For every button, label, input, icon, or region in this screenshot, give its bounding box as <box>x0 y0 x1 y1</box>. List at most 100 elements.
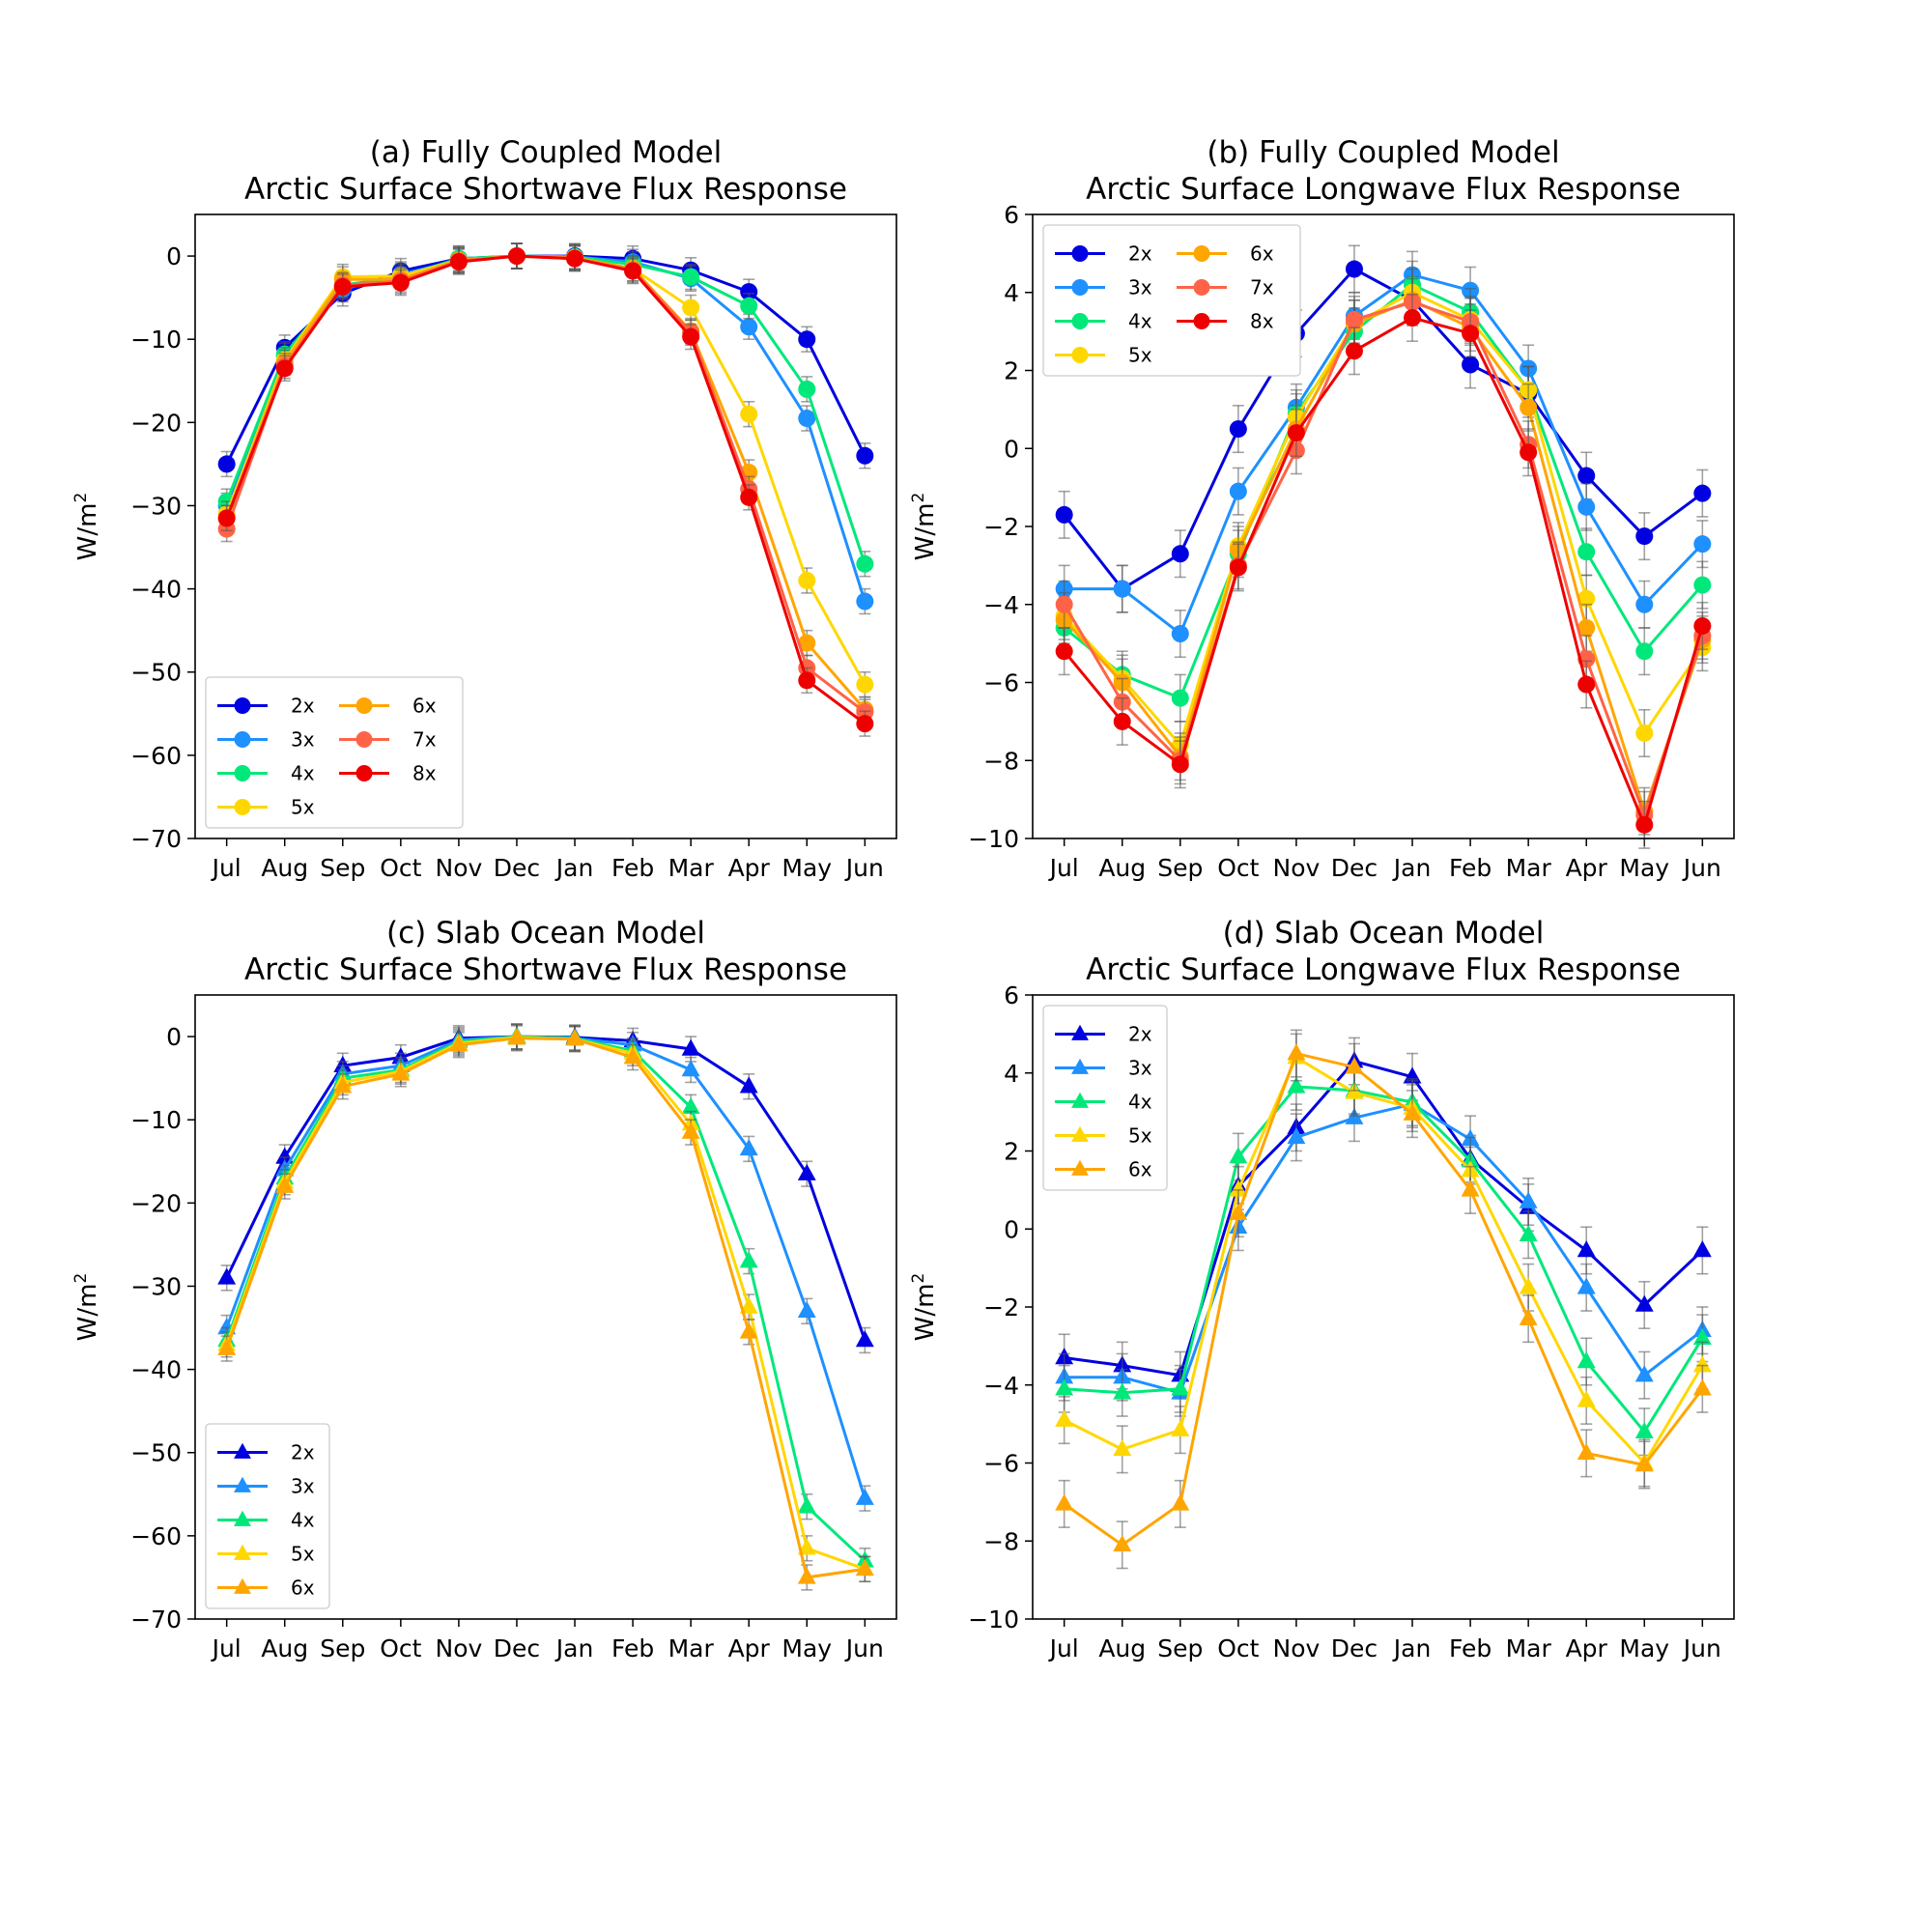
data-point-4x <box>1693 576 1712 594</box>
data-point-2x <box>739 1076 758 1094</box>
series-line-5x <box>1063 291 1704 749</box>
data-point-6x <box>565 1029 584 1046</box>
data-point-4x <box>797 1496 816 1514</box>
data-point-2x <box>217 1267 237 1285</box>
data-point-5x <box>1229 1179 1248 1197</box>
series-line-7x <box>225 254 867 714</box>
data-point-2x <box>1635 527 1654 546</box>
legend-marker-7x <box>355 731 373 748</box>
series-6x <box>217 242 874 724</box>
data-point-2x <box>855 1330 874 1348</box>
data-point-8x <box>1577 675 1596 694</box>
data-point-8x <box>333 277 352 296</box>
legend-marker-6x <box>355 697 373 714</box>
series-line-8x <box>1063 316 1704 830</box>
data-point-8x <box>798 671 816 690</box>
data-point-5x <box>798 571 816 589</box>
legend-label-5x: 5x <box>291 1543 315 1566</box>
series-2x <box>217 1023 874 1354</box>
chart-title-line: Arctic Surface Longwave Flux Response <box>1086 172 1681 207</box>
data-point-2x <box>740 283 758 301</box>
data-point-3x <box>1634 1365 1654 1382</box>
data-point-2x <box>1577 1240 1596 1258</box>
data-point-5x <box>1577 1390 1596 1407</box>
data-point-8x <box>1693 616 1712 635</box>
x-tick-label: Jan <box>1392 854 1432 882</box>
series-line-6x <box>225 1037 866 1579</box>
legend-label-7x: 7x <box>1250 276 1274 299</box>
x-tick-label: Nov <box>436 1634 483 1662</box>
series-4x <box>217 242 874 578</box>
x-tick-label: Apr <box>728 1634 771 1662</box>
x-tick-label: Apr <box>1566 854 1608 882</box>
series-line-3x <box>1064 272 1704 637</box>
y-tick-label: 0 <box>1004 435 1019 463</box>
series-8x <box>217 242 874 737</box>
x-tick-label: Mar <box>668 854 715 882</box>
x-tick-label: May <box>1619 1634 1669 1662</box>
legend-label-2x: 2x <box>1128 1023 1152 1046</box>
legend-marker-4x <box>234 1510 251 1526</box>
series-line-7x <box>1063 300 1704 820</box>
y-tick-label: −70 <box>130 1605 182 1634</box>
legend-label-4x: 4x <box>1128 310 1152 333</box>
data-point-6x <box>1692 1378 1712 1396</box>
legend-marker-3x <box>234 1476 251 1492</box>
data-point-4x <box>1635 642 1654 661</box>
x-tick-label: Jun <box>844 854 884 882</box>
chart-title-line: (d) Slab Ocean Model <box>1223 916 1545 951</box>
plot-frame <box>1032 994 1735 1620</box>
y-tick-label: −10 <box>968 825 1019 853</box>
y-tick-label: −6 <box>983 669 1019 697</box>
x-tick-label: May <box>781 854 832 882</box>
chart-title-line: (b) Fully Coupled Model <box>1207 135 1559 170</box>
data-point-4x <box>1055 1378 1074 1396</box>
chart-title-line: Arctic Surface Shortwave Flux Response <box>244 952 847 987</box>
data-point-4x <box>1171 689 1189 707</box>
x-tick-label: Nov <box>436 854 483 882</box>
legend: 2x 3x 4x 5x 6x 7x 8x <box>1042 224 1301 377</box>
data-point-8x <box>1171 755 1189 774</box>
chart-title-line: Arctic Surface Longwave Flux Response <box>1086 952 1681 987</box>
data-point-4x <box>1171 1378 1190 1396</box>
data-point-4x <box>1634 1421 1654 1438</box>
y-tick-label: 0 <box>166 242 182 270</box>
data-point-6x <box>1229 1203 1248 1220</box>
legend-label-3x: 3x <box>1128 276 1152 299</box>
y-axis-label: W/m2 <box>909 493 940 561</box>
y-tick-label: −10 <box>130 326 182 354</box>
legend-marker-4x <box>1071 1092 1089 1108</box>
x-tick-label: Jun <box>844 1634 884 1662</box>
data-point-8x <box>740 488 758 506</box>
x-tick-label: May <box>781 1634 832 1662</box>
legend-marker-6x <box>1193 245 1210 262</box>
x-tick-label: Oct <box>380 854 421 882</box>
data-point-3x <box>798 410 816 428</box>
data-point-5x <box>739 1296 758 1314</box>
data-point-2x <box>1634 1294 1654 1312</box>
legend-box <box>1042 1005 1168 1191</box>
data-point-8x <box>391 273 410 292</box>
data-point-6x <box>1577 1443 1596 1461</box>
data-point-6x <box>1055 1493 1074 1511</box>
y-tick-label: 4 <box>1004 1060 1019 1088</box>
data-point-8x <box>1462 325 1480 343</box>
data-point-8x <box>507 247 526 266</box>
x-tick-label: May <box>1619 854 1669 882</box>
x-tick-label: Nov <box>1273 1634 1321 1662</box>
y-tick-label: 2 <box>1004 1138 1019 1166</box>
data-point-2x <box>1692 1240 1712 1258</box>
data-point-6x <box>1345 1057 1364 1074</box>
data-point-2x <box>681 1038 700 1056</box>
data-point-5x <box>856 675 874 694</box>
data-point-6x <box>1634 1455 1654 1472</box>
legend-marker-2x <box>1071 1024 1089 1040</box>
x-tick-label: Sep <box>1157 854 1203 882</box>
legend-label-3x: 3x <box>291 728 315 752</box>
x-tick-label: Feb <box>1449 1634 1492 1662</box>
data-point-4x <box>681 1096 700 1115</box>
x-tick-label: Apr <box>1566 1634 1608 1662</box>
legend: 2x 3x 4x 5x 6x 7x 8x <box>205 676 464 829</box>
